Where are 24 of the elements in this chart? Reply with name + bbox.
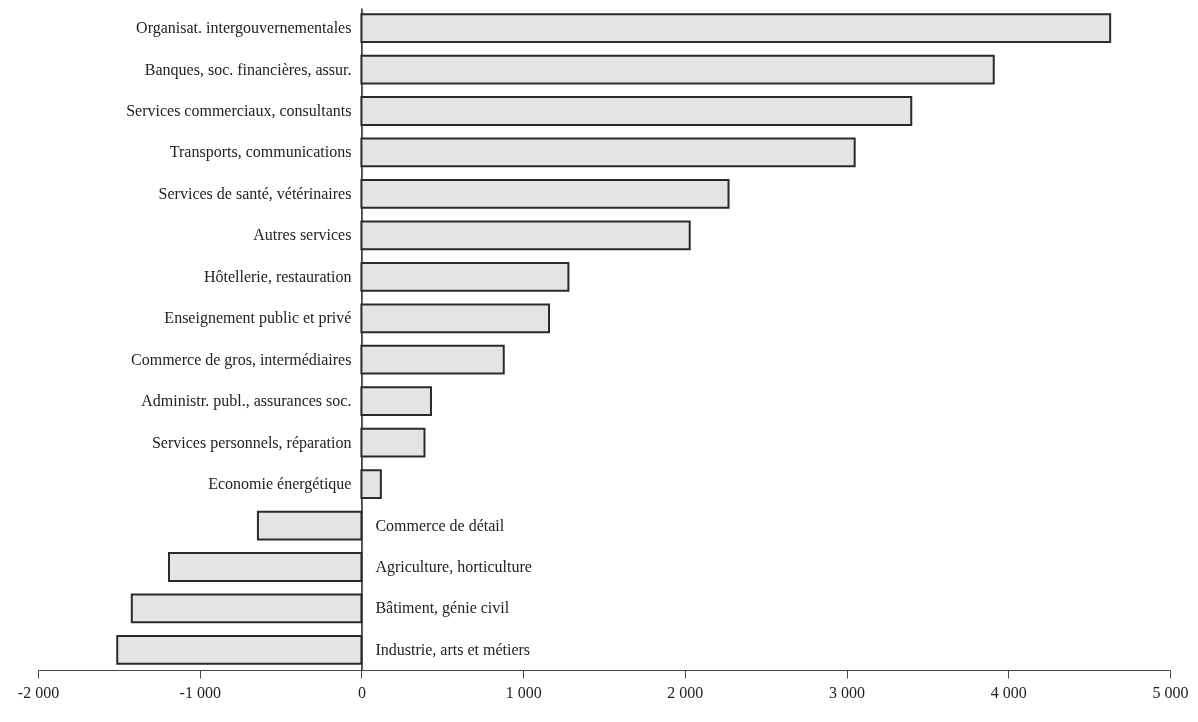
x-tick-label: 2 000 (667, 683, 704, 701)
x-tick-label: 0 (357, 683, 366, 701)
y-tick-label: Bâtiment, génie civil (375, 599, 510, 618)
y-tick-label: Services commerciaux, consultants (126, 102, 352, 120)
x-tick-label: 5 000 (1152, 683, 1189, 701)
x-tick-label: 1 000 (505, 683, 542, 701)
y-tick-label: Banques, soc. financières, assur. (144, 60, 352, 79)
y-tick-label: Services personnels, réparation (151, 433, 352, 452)
y-tick-label: Economie énergétique (208, 475, 352, 494)
y-tick-label: Enseignement public et privé (164, 309, 352, 328)
y-tick-label: Agriculture, horticulture (375, 557, 532, 576)
y-tick-label: Commerce de gros, intermédiaires (131, 350, 352, 369)
x-tick-label: 4 000 (990, 683, 1027, 701)
y-tick-label: Organisat. intergouvernementales (136, 19, 352, 38)
y-tick-label: Hôtellerie, restauration (203, 267, 352, 285)
x-tick-label: 3 000 (829, 683, 866, 701)
y-tick-label: Services de santé, vétérinaires (158, 184, 352, 202)
y-tick-label: Administr. publ., assurances soc. (141, 392, 352, 411)
y-tick-label: Transports, communications (169, 143, 352, 162)
y-tick-label: Industrie, arts et métiers (375, 640, 531, 658)
y-tick-label: Autres services (253, 226, 352, 244)
x-tick-label: -1 000 (179, 683, 221, 701)
x-tick-label: -2 000 (17, 683, 60, 701)
y-tick-label: Commerce de détail (375, 516, 505, 534)
